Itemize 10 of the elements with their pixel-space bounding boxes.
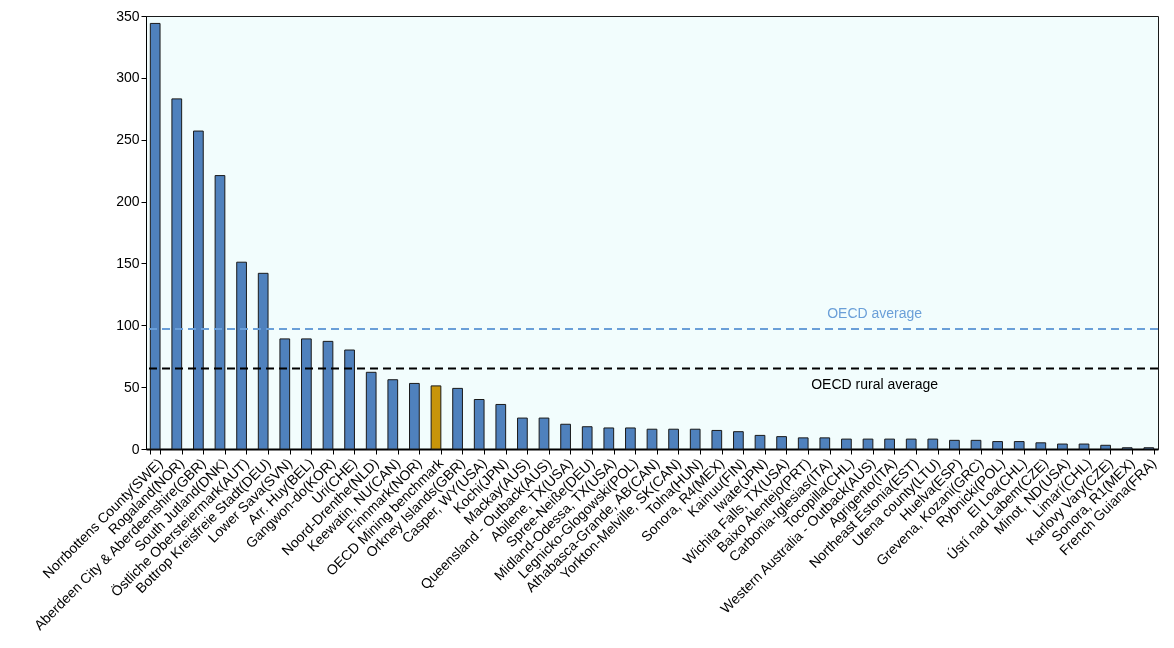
ref-line-label: OECD rural average (811, 375, 939, 392)
y-tick-label: 250 (116, 131, 140, 148)
ref-line-label: OECD average (827, 305, 923, 321)
y-tick-label: 0 (131, 440, 140, 457)
y-tick-label: 150 (116, 254, 140, 271)
y-tick-label: 50 (123, 378, 140, 395)
y-tick-label: 350 (116, 7, 140, 24)
y-tick-label: 300 (116, 69, 140, 86)
y-tick-label: 100 (116, 316, 140, 333)
y-tick-label: 200 (116, 193, 140, 210)
